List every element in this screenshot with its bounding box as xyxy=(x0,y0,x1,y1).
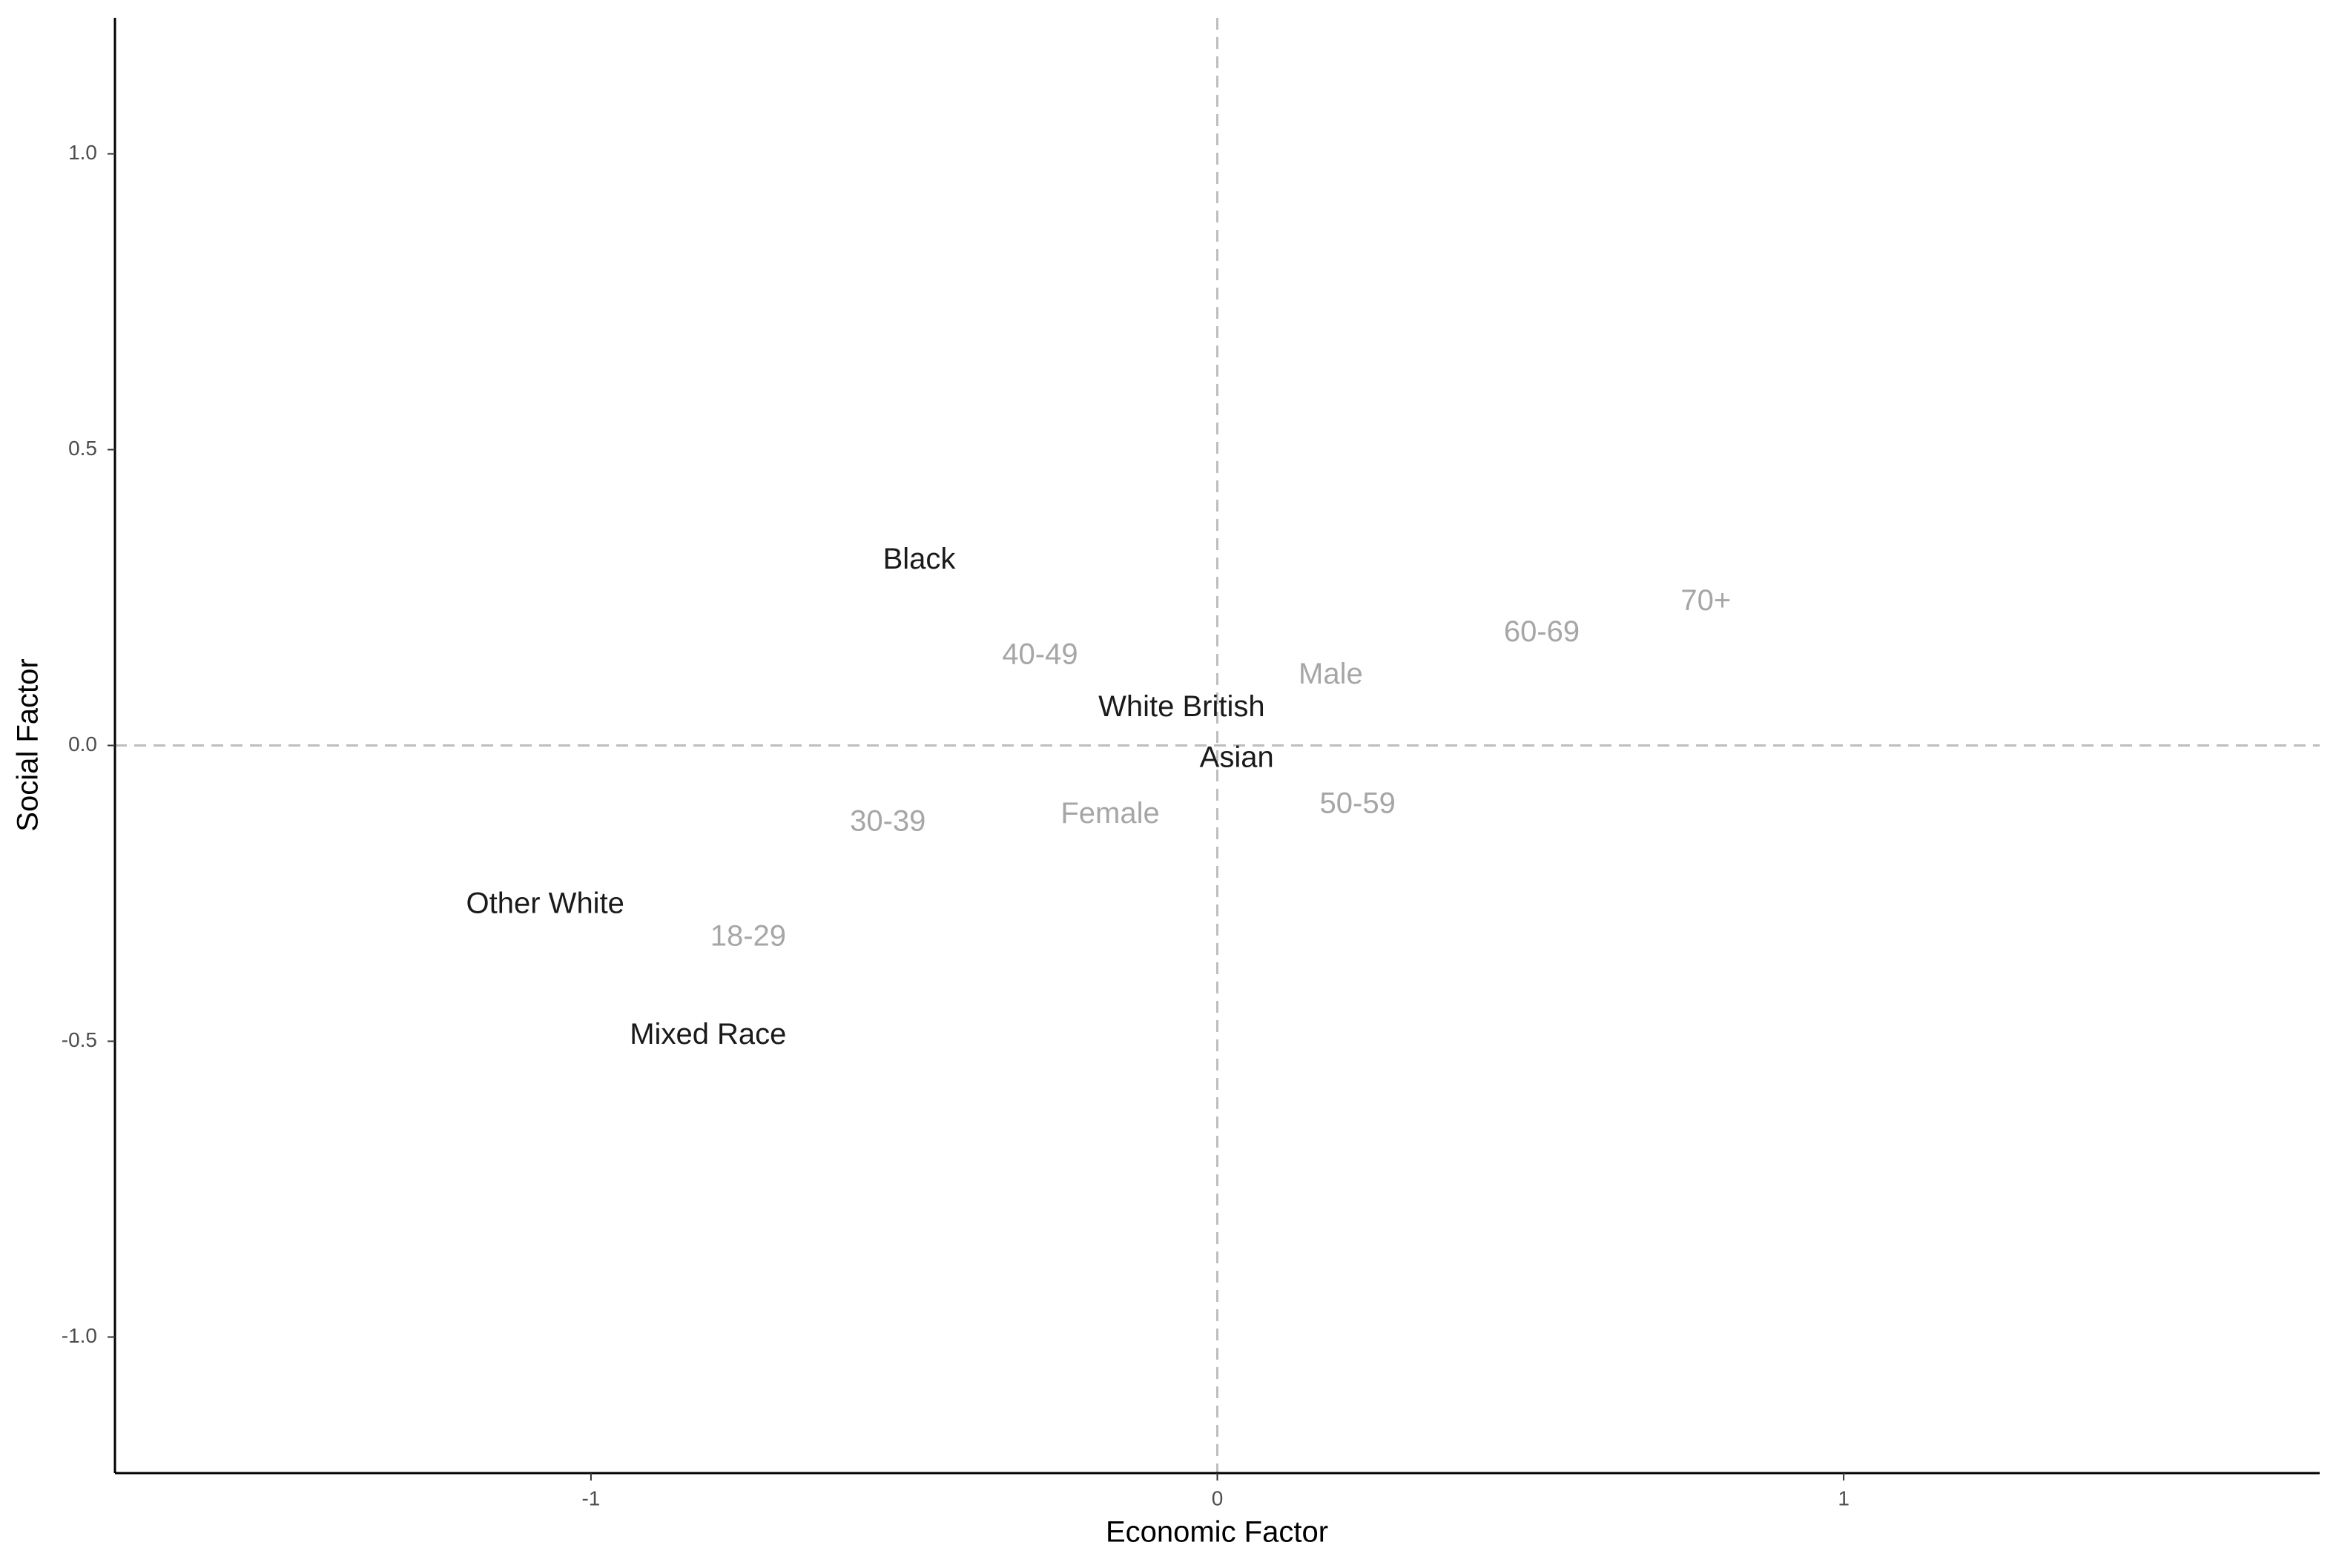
x-axis-title: Economic Factor xyxy=(1106,1516,1328,1549)
y-tick-label: 1.0 xyxy=(68,141,97,164)
y-tick-label: 0.5 xyxy=(68,437,97,460)
point-label: Asian xyxy=(1200,741,1274,773)
x-tick-label: 1 xyxy=(1838,1486,1850,1509)
point-label: Female xyxy=(1060,797,1159,830)
point-label: Mixed Race xyxy=(630,1018,786,1051)
point-label: 70+ xyxy=(1680,584,1731,617)
point-label: 18-29 xyxy=(710,919,786,952)
point-label: 60-69 xyxy=(1504,615,1580,648)
x-tick-label: -1 xyxy=(581,1486,600,1509)
y-tick-label: -0.5 xyxy=(62,1028,97,1051)
point-label: Male xyxy=(1299,658,1363,690)
point-label: 30-39 xyxy=(850,805,926,838)
y-tick-label: 0.0 xyxy=(68,732,97,755)
point-label: Black xyxy=(883,543,957,575)
y-axis-title: Social Factor xyxy=(12,658,44,831)
point-label: Other White xyxy=(466,887,624,920)
y-tick-label: -1.0 xyxy=(62,1324,97,1347)
x-tick-label: 0 xyxy=(1212,1486,1224,1509)
point-label: 40-49 xyxy=(1002,638,1078,671)
point-label: 50-59 xyxy=(1320,787,1396,820)
point-label: White British xyxy=(1098,690,1265,723)
